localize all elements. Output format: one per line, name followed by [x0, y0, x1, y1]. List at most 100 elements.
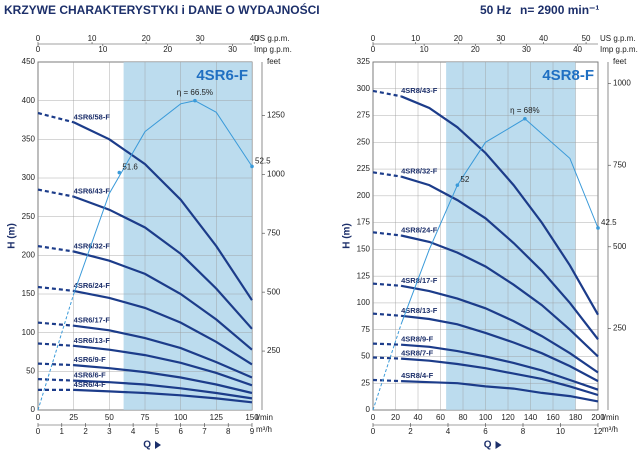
m3h-tick-label: 9: [250, 427, 255, 436]
y-tick-label: 250: [357, 137, 371, 146]
m3h-tick-label: 0: [371, 427, 376, 436]
efficiency-start: [372, 324, 402, 411]
curve: [401, 343, 599, 391]
y-tick-label: 200: [22, 250, 36, 259]
chart-title: 4SR8-F: [542, 67, 594, 84]
m3h-tick-label: 1: [60, 427, 65, 436]
m3h-tick-label: 5: [155, 427, 160, 436]
x-axis-unit: l/min: [256, 413, 273, 422]
curve-start-dashed: [37, 285, 74, 292]
m3h-tick-label: 8: [226, 427, 231, 436]
m3h-tick-label: 10: [556, 427, 565, 436]
curve-label: 4SR8/43-F: [401, 86, 438, 95]
q-label: Q: [484, 440, 492, 451]
top-tick-label: 40: [539, 34, 548, 43]
annotation: η = 66.5%: [177, 88, 213, 97]
top-axis-unit: Imp g.p.m.: [600, 45, 638, 54]
y-tick-label: 150: [22, 289, 36, 298]
m3h-tick-label: 0: [36, 427, 41, 436]
annotation: 52.5: [255, 157, 271, 166]
curve-start-dashed: [372, 89, 402, 98]
feet-tick-label: 750: [613, 160, 627, 169]
m3h-tick-label: 6: [178, 427, 183, 436]
top-tick-label: 20: [471, 45, 480, 54]
m3h-tick-label: 6: [483, 427, 488, 436]
curve: [401, 357, 599, 397]
y-tick-label: 200: [357, 191, 371, 200]
annotation-point: [523, 116, 527, 121]
top-tick-label: 0: [36, 34, 41, 43]
top-tick-label: 50: [582, 34, 591, 43]
m3h-tick-label: 4: [131, 427, 136, 436]
curve-start-dashed: [372, 378, 402, 383]
curve: [400, 234, 599, 358]
top-axis-unit: US g.p.m.: [600, 34, 636, 43]
curve-start-dashed: [372, 356, 402, 360]
curve-label: 4SR6/32-F: [74, 241, 111, 250]
feet-tick-label: 1250: [267, 110, 285, 119]
y-tick-label: 325: [357, 57, 371, 66]
y-tick-label: 450: [22, 57, 36, 66]
x-tick-label: 40: [414, 413, 423, 422]
x-tick-label: 50: [105, 413, 114, 422]
x-tick-label: 180: [569, 413, 583, 422]
y-tick-label: 100: [22, 328, 36, 337]
top-tick-label: 0: [371, 45, 376, 54]
curve-start-dashed: [37, 188, 74, 198]
top-tick-label: 10: [411, 34, 420, 43]
q-arrow: [495, 441, 502, 449]
x-tick-label: 120: [501, 413, 515, 422]
y-axis-label: H (m): [342, 223, 353, 249]
q-arrow: [155, 441, 161, 449]
top-tick-label: 30: [228, 45, 237, 54]
curve: [73, 379, 253, 400]
top-tick-label: 20: [163, 45, 172, 54]
header-speed: n= 2900 min⁻¹: [520, 3, 599, 17]
curve-start-dashed: [37, 321, 74, 327]
top-tick-label: 0: [36, 45, 41, 54]
chart-title: 4SR6-F: [196, 67, 248, 84]
m3h-tick-label: 2: [408, 427, 413, 436]
x-tick-label: 80: [459, 413, 468, 422]
x-tick-label: 150: [245, 413, 259, 422]
q-label: Q: [143, 440, 151, 451]
feet-tick-label: 250: [613, 324, 627, 333]
highlight-band: [123, 62, 252, 410]
feet-tick-label: 250: [267, 346, 281, 355]
curve: [73, 388, 253, 404]
y-tick-label: 275: [357, 111, 371, 120]
annotation-point: [596, 226, 600, 230]
curve-label: 4SR8/13-F: [401, 306, 438, 315]
top-tick-label: 40: [250, 34, 259, 43]
curve-label: 4SR6/6-F: [74, 371, 107, 380]
curve: [73, 121, 253, 301]
x-tick-label: 0: [36, 413, 41, 422]
annotation: 42.5: [601, 218, 617, 227]
curve-start-dashed: [37, 362, 74, 367]
feet-unit: feet: [267, 57, 281, 66]
curve: [400, 175, 599, 340]
x-tick-label: 60: [436, 413, 445, 422]
top-tick-label: 30: [496, 34, 505, 43]
curve: [73, 344, 253, 387]
curve-label: 4SR6/9-F: [74, 355, 107, 364]
y-tick-label: 250: [22, 212, 36, 221]
y-tick-label: 25: [361, 378, 370, 387]
curve-label: 4SR8/24-F: [401, 225, 438, 234]
y-tick-label: 300: [357, 84, 371, 93]
y-tick-label: 0: [31, 405, 36, 414]
curve-start-dashed: [37, 245, 74, 253]
curve: [400, 284, 599, 374]
efficiency-curve: [400, 118, 599, 325]
m3h-tick-label: 12: [594, 427, 603, 436]
curve: [401, 380, 599, 403]
y-tick-label: 400: [22, 96, 36, 105]
curve-start-dashed: [37, 111, 74, 124]
y-tick-label: 0: [366, 405, 371, 414]
curve-start-dashed: [372, 171, 402, 178]
m3h-unit: m³/h: [256, 425, 272, 434]
curve: [400, 314, 599, 383]
x-tick-label: 100: [174, 413, 188, 422]
curve-start-dashed: [37, 378, 74, 382]
curve: [73, 364, 253, 395]
